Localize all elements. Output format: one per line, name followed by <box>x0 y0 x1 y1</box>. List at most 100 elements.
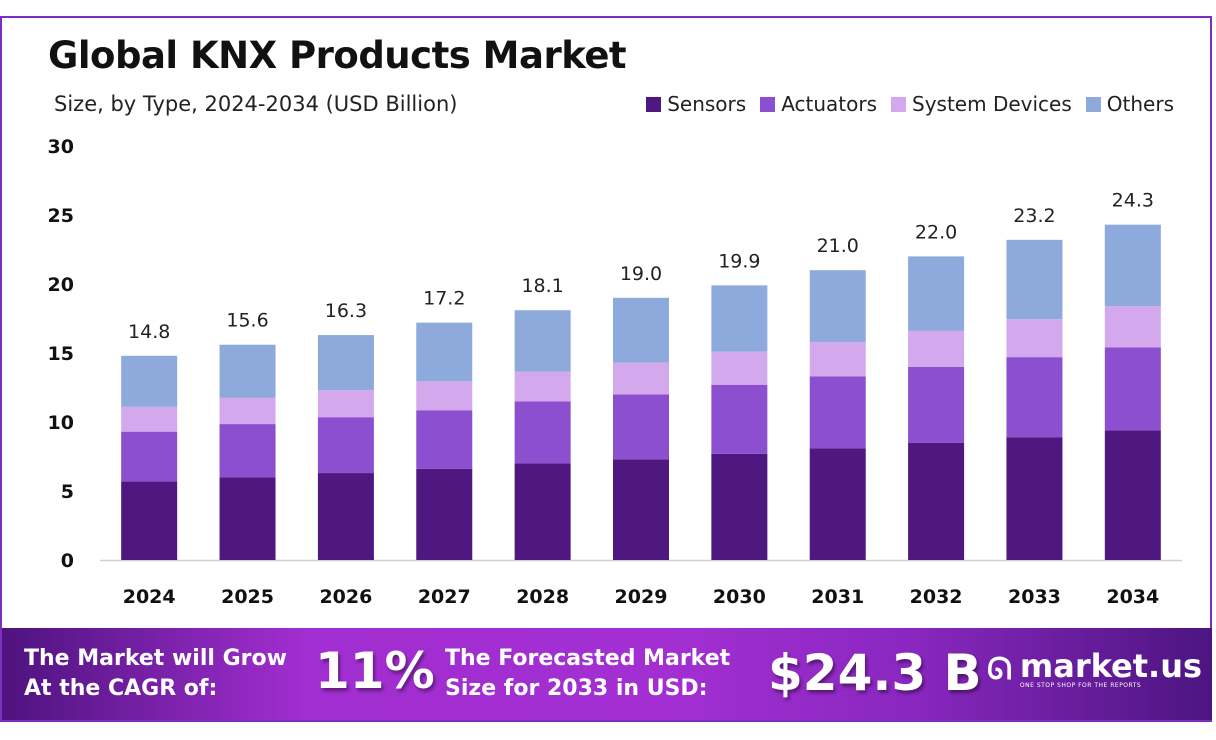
legend-swatch <box>646 96 662 112</box>
chart-frame <box>0 16 1212 722</box>
bar-segment-others <box>711 285 768 352</box>
marketus-logo: ᘏ market.us ONE STOP SHOP FOR THE REPORT… <box>987 650 1202 689</box>
bar-segment-sensors <box>416 468 473 560</box>
bar-segment-system-devices <box>1104 306 1161 348</box>
bar-segment-others <box>317 335 374 391</box>
bar-segment-actuators <box>514 401 571 464</box>
legend: Sensors Actuators System Devices Others <box>646 92 1174 116</box>
y-tick-label: 15 <box>48 343 74 365</box>
x-tick-label: 2024 <box>123 586 176 608</box>
bar-segment-system-devices <box>121 406 178 432</box>
bar-segment-others <box>809 270 866 342</box>
bar-segment-sensors <box>809 448 866 560</box>
y-tick-label: 30 <box>48 136 74 158</box>
total-data-label: 16.3 <box>325 300 367 322</box>
total-data-label: 14.8 <box>128 321 170 343</box>
cagr-value: 11% <box>315 642 435 700</box>
legend-item-system-devices: System Devices <box>891 92 1072 116</box>
bar-segment-sensors <box>613 459 669 560</box>
total-data-label: 17.2 <box>423 288 465 310</box>
legend-item-others: Others <box>1085 92 1174 116</box>
logo-tagline: ONE STOP SHOP FOR THE REPORTS <box>1019 682 1142 689</box>
bar-segment-others <box>1006 239 1063 320</box>
logo-name: market.us <box>1019 647 1203 685</box>
bar-segment-actuators <box>121 431 178 482</box>
total-data-label: 18.1 <box>521 275 563 297</box>
bar-segment-sensors <box>908 442 965 560</box>
bar-segment-actuators <box>1006 357 1063 438</box>
summary-banner: The Market will Grow At the CAGR of: 11%… <box>2 628 1212 720</box>
legend-swatch <box>760 96 776 112</box>
total-data-label: 23.2 <box>1013 205 1055 227</box>
bar-segment-others <box>416 322 473 382</box>
legend-label: Others <box>1106 92 1174 116</box>
total-data-label: 24.3 <box>1112 190 1154 212</box>
bar-segment-others <box>613 297 669 363</box>
bar-segment-system-devices <box>514 371 571 402</box>
x-tick-label: 2025 <box>221 586 274 608</box>
x-tick-label: 2028 <box>516 586 569 608</box>
forecast-value: $24.3 B <box>768 644 982 702</box>
legend-swatch <box>891 96 907 112</box>
bar-segment-system-devices <box>613 362 669 395</box>
bar-segment-others <box>121 355 178 407</box>
x-tick-label: 2030 <box>713 586 766 608</box>
total-data-label: 19.0 <box>620 263 662 285</box>
y-tick-label: 5 <box>61 481 74 503</box>
bar-segment-system-devices <box>1006 319 1063 358</box>
bar-segment-sensors <box>121 481 178 560</box>
bar-segment-others <box>514 310 571 372</box>
total-data-label: 21.0 <box>817 235 859 257</box>
bar-segment-system-devices <box>416 381 473 411</box>
bar-segment-actuators <box>317 417 374 474</box>
bar-segment-sensors <box>317 473 374 560</box>
bar-segment-actuators <box>416 410 473 469</box>
bar-chart: 05101520253014.8202415.6202516.3202617.2… <box>48 136 1182 608</box>
x-tick-label: 2031 <box>811 586 864 608</box>
bar-segment-sensors <box>219 477 276 560</box>
bar-segment-actuators <box>219 424 276 478</box>
total-data-label: 22.0 <box>915 221 957 243</box>
bar-segment-actuators <box>1104 347 1161 431</box>
x-tick-label: 2034 <box>1106 586 1159 608</box>
forecast-label-line2: Size for 2033 in USD: <box>445 676 708 701</box>
cagr-label-line2: At the CAGR of: <box>24 676 218 701</box>
cagr-label-line1: The Market will Grow <box>24 646 287 671</box>
x-tick-label: 2027 <box>418 586 471 608</box>
legend-item-sensors: Sensors <box>646 92 746 116</box>
bar-segment-sensors <box>514 463 571 560</box>
y-tick-label: 20 <box>48 274 74 296</box>
bar-segment-sensors <box>711 453 768 560</box>
bar-segment-system-devices <box>908 330 965 367</box>
y-tick-label: 10 <box>48 412 74 434</box>
bar-segment-system-devices <box>219 397 276 425</box>
bar-segment-system-devices <box>809 341 866 377</box>
forecast-label-line1: The Forecasted Market <box>445 646 731 671</box>
bar-segment-sensors <box>1006 437 1063 560</box>
forecast-label: The Forecasted Market Size for 2033 in U… <box>445 644 730 704</box>
bar-segment-sensors <box>1104 430 1161 560</box>
legend-label: Sensors <box>667 92 747 116</box>
x-tick-label: 2029 <box>615 586 668 608</box>
total-data-label: 15.6 <box>226 310 268 332</box>
total-data-label: 19.9 <box>718 250 760 272</box>
y-tick-label: 25 <box>48 205 74 227</box>
chart-subtitle: Size, by Type, 2024-2034 (USD Billion) <box>54 92 458 116</box>
bar-segment-actuators <box>613 394 669 460</box>
cagr-label: The Market will Grow At the CAGR of: <box>24 644 287 704</box>
legend-swatch <box>1085 96 1101 112</box>
legend-label: System Devices <box>912 92 1072 116</box>
chart-title: Global KNX Products Market <box>48 34 627 77</box>
bar-segment-others <box>908 256 965 331</box>
bar-segment-actuators <box>908 366 965 443</box>
bar-segment-system-devices <box>317 390 374 418</box>
x-tick-label: 2026 <box>319 586 372 608</box>
bar-segment-system-devices <box>711 351 768 385</box>
bar-segment-others <box>219 344 276 398</box>
logo-mark-icon: ᘏ <box>987 652 1012 687</box>
bar-segment-others <box>1104 224 1161 307</box>
x-tick-label: 2033 <box>1008 586 1061 608</box>
x-tick-label: 2032 <box>910 586 963 608</box>
bar-segment-actuators <box>809 376 866 449</box>
legend-label: Actuators <box>781 92 878 116</box>
